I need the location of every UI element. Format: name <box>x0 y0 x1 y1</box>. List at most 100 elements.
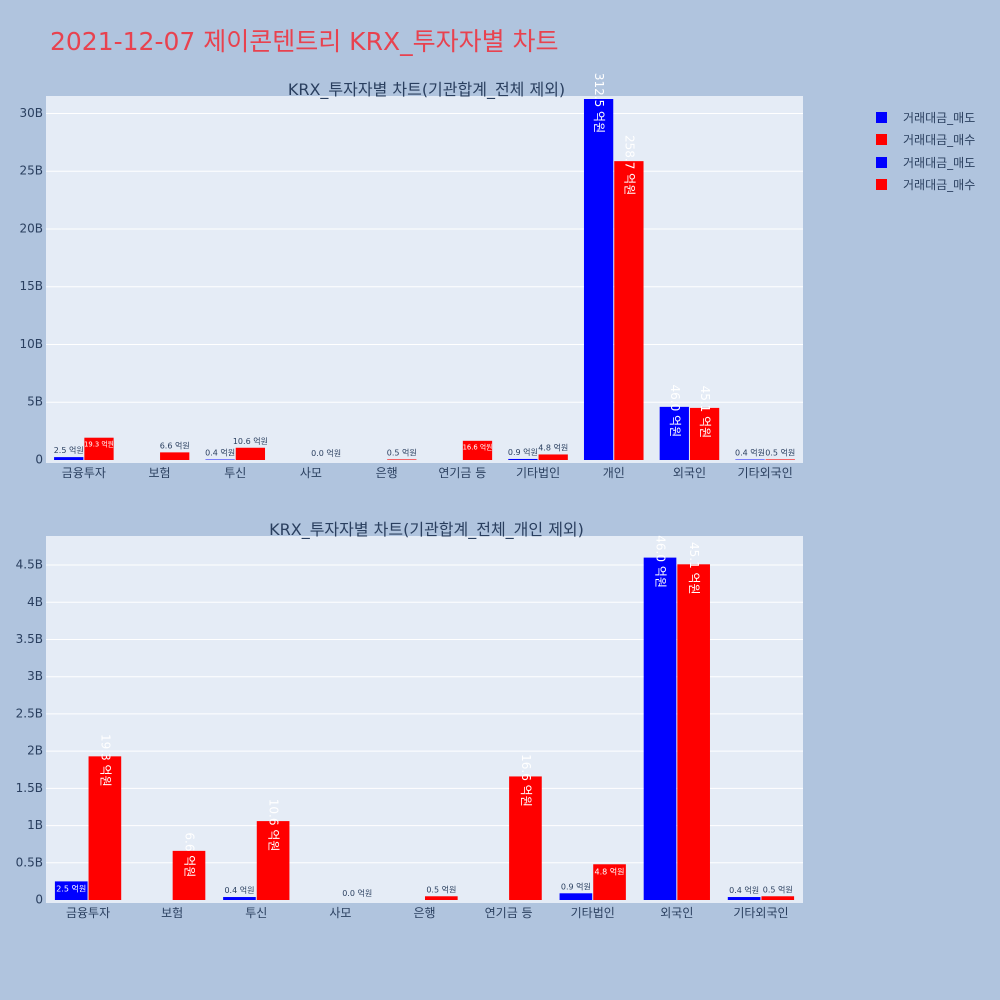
data-label: 0.5 억원 <box>426 884 456 894</box>
data-label: 4.8 억원 <box>595 866 625 876</box>
bar-sell[interactable] <box>583 99 614 460</box>
data-label: 19.3 억원 <box>98 734 112 787</box>
bar-sell[interactable] <box>643 557 677 900</box>
x-tick-label: 기타외국인 <box>733 906 788 920</box>
data-label: 312.5 억원 <box>592 73 606 133</box>
legend-label: 거래대금_매도 <box>903 155 976 170</box>
legend: 거래대금_매도 거래대금_매수 거래대금_매도 거래대금_매수 <box>876 106 975 196</box>
bar-sell[interactable] <box>54 457 84 460</box>
bar-buy[interactable] <box>88 756 122 900</box>
data-label: 16.6 억원 <box>463 443 493 452</box>
x-tick-label: 보험 <box>149 466 171 480</box>
bar-buy[interactable] <box>614 161 644 460</box>
x-tick-label: 기타법인 <box>571 906 615 920</box>
x-tick-label: 기타외국인 <box>738 466 793 480</box>
bar-buy[interactable] <box>761 896 795 900</box>
data-label: 0.4 억원 <box>205 448 235 458</box>
data-label: 45.1 억원 <box>687 542 701 595</box>
data-label: 16.6 억원 <box>519 754 533 807</box>
x-tick-label: 보험 <box>161 906 183 920</box>
bar-buy[interactable] <box>425 896 458 900</box>
bar-buy[interactable] <box>256 821 290 900</box>
legend-item-buy[interactable]: 거래대금_매수 <box>876 174 975 197</box>
data-label: 2.5 억원 <box>56 883 86 893</box>
y-tick-label: 5B <box>27 395 43 409</box>
x-tick-label: 개인 <box>603 466 625 480</box>
legend-swatch-sell <box>876 111 887 123</box>
plot-area <box>46 96 803 463</box>
bar-buy[interactable] <box>689 407 720 460</box>
legend-item-buy[interactable]: 거래대금_매수 <box>876 129 975 152</box>
x-tick-label: 금융투자 <box>66 906 110 920</box>
bar-sell[interactable] <box>54 881 88 900</box>
x-tick-label: 투신 <box>245 906 267 920</box>
bar-buy[interactable] <box>509 776 542 900</box>
y-tick-label: 1.5B <box>16 781 43 795</box>
data-label: 0.0 억원 <box>311 448 341 458</box>
bar-buy[interactable] <box>387 459 417 460</box>
bar-buy[interactable] <box>593 864 626 900</box>
legend-swatch-buy <box>876 179 887 191</box>
bar-buy[interactable] <box>160 452 190 460</box>
x-tick-label: 연기금 등 <box>485 906 533 920</box>
bar-buy[interactable] <box>677 564 710 900</box>
chart-subtitle: KRX_투자자별 차트(기관합계_전체_개인 제외) <box>269 520 584 540</box>
data-label: 0.0 억원 <box>342 888 372 898</box>
bar-buy[interactable] <box>172 850 206 900</box>
bar-sell[interactable] <box>727 897 761 900</box>
y-tick-label: 0 <box>35 453 43 467</box>
data-label: 0.4 억원 <box>729 885 759 895</box>
legend-swatch-buy <box>876 134 887 146</box>
bar-sell[interactable] <box>508 458 538 460</box>
y-tick-label: 15B <box>19 279 43 293</box>
bar-sell[interactable] <box>659 406 689 460</box>
y-tick-label: 0.5B <box>16 855 43 869</box>
x-tick-label: 금융투자 <box>62 466 106 480</box>
data-label: 0.9 억원 <box>508 447 538 457</box>
legend-item-sell[interactable]: 거래대금_매도 <box>876 106 975 129</box>
chart-subtitle: KRX_투자자별 차트(기관합계_전체 제외) <box>288 80 565 100</box>
bar-buy[interactable] <box>235 447 266 460</box>
legend-label: 거래대금_매도 <box>903 110 976 125</box>
x-tick-label: 은행 <box>376 465 398 480</box>
data-label: 19.3 억원 <box>84 440 114 449</box>
legend-item-sell[interactable]: 거래대금_매도 <box>876 151 975 174</box>
data-label: 0.9 억원 <box>561 881 591 891</box>
x-tick-label: 사모 <box>300 466 322 480</box>
data-label: 258.7 억원 <box>622 135 636 195</box>
bar-buy[interactable] <box>538 454 568 460</box>
x-tick-label: 외국인 <box>660 906 693 920</box>
data-label: 10.6 억원 <box>233 436 268 446</box>
y-tick-label: 4B <box>27 595 43 609</box>
bar-buy[interactable] <box>84 437 114 460</box>
x-tick-label: 연기금 등 <box>438 466 486 480</box>
data-label: 2.5 억원 <box>54 445 84 455</box>
bar-sell[interactable] <box>559 893 593 900</box>
bar-sell[interactable] <box>223 897 256 900</box>
data-label: 0.4 억원 <box>735 448 765 458</box>
data-label: 0.5 억원 <box>763 884 793 894</box>
x-tick-label: 외국인 <box>673 466 706 480</box>
data-label: 45.1 억원 <box>698 386 712 439</box>
bar-buy[interactable] <box>765 459 795 460</box>
x-tick-label: 사모 <box>329 906 351 920</box>
page-title: 2021-12-07 제이콘텐트리 KRX_투자자별 차트 <box>50 27 559 56</box>
y-tick-label: 0 <box>35 893 43 907</box>
x-tick-label: 은행 <box>413 905 435 920</box>
y-tick-label: 1B <box>27 818 43 832</box>
data-label: 0.5 억원 <box>387 447 417 457</box>
y-tick-label: 2.5B <box>16 706 43 720</box>
data-label: 0.4 억원 <box>224 885 254 895</box>
data-label: 10.6 억원 <box>267 799 281 852</box>
chart-top: KRX_투자자별 차트(기관합계_전체 제외) 0 5B 10B 15B 20B 25B 30… <box>19 73 803 480</box>
data-label: 6.6 억원 <box>182 832 196 877</box>
data-label: 6.6 억원 <box>160 440 190 450</box>
plot-area <box>46 536 803 903</box>
y-tick-label: 2B <box>27 744 43 758</box>
y-tick-label: 3.5B <box>16 632 43 646</box>
x-tick-label: 투신 <box>224 466 246 480</box>
legend-swatch-sell <box>876 156 887 168</box>
x-tick-label: 기타법인 <box>516 466 560 480</box>
y-tick-label: 4.5B <box>16 558 43 572</box>
bar-buy[interactable] <box>462 440 493 460</box>
